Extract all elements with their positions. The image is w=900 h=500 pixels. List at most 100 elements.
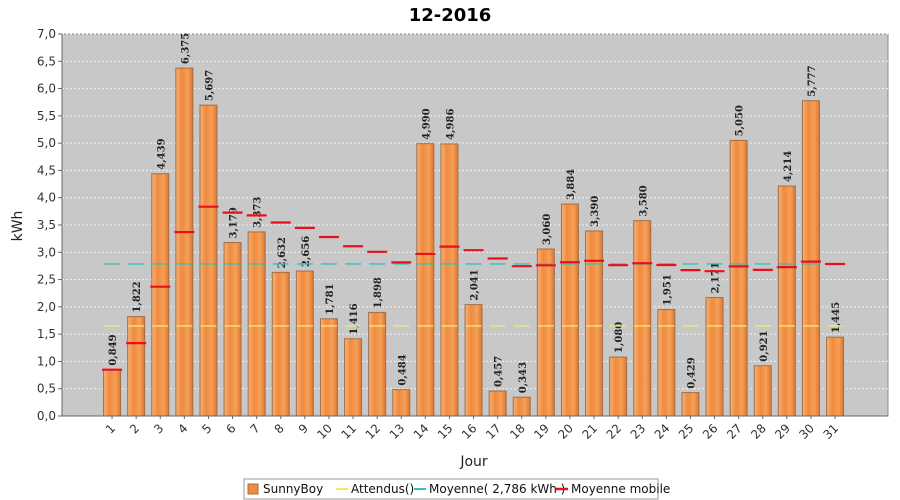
- bar-value-label: 0,429: [686, 357, 697, 388]
- legend-swatch: [247, 483, 259, 495]
- bar: [127, 316, 146, 417]
- lines: [102, 205, 846, 371]
- bar-value-label: 3,060: [542, 214, 553, 245]
- x-tick-label: 9: [296, 421, 311, 436]
- y-tick-label: 4,0: [37, 191, 56, 205]
- bar-value-label: 3,390: [590, 196, 601, 227]
- bar: [440, 143, 459, 417]
- bar-value-label: 1,445: [831, 302, 842, 333]
- bar: [416, 143, 435, 417]
- x-tick-label: 13: [387, 421, 408, 442]
- x-tick-label: 20: [555, 421, 576, 442]
- bar-value-label: 1,416: [349, 303, 360, 334]
- bar-value-label: 4,990: [421, 108, 432, 139]
- x-tick-label: 22: [604, 421, 625, 442]
- legend-label: Attendus(): [351, 482, 414, 496]
- y-tick-label: 3,5: [37, 218, 56, 232]
- x-tick-label: 10: [314, 421, 335, 442]
- x-tick-label: 2: [127, 421, 142, 436]
- x-tick-label: 31: [820, 421, 841, 442]
- chart-title: 12-2016: [409, 5, 492, 26]
- y-tick-label: 1,5: [37, 327, 56, 341]
- x-tick-label: 12: [363, 421, 384, 442]
- bar: [223, 242, 242, 417]
- legend-label: Moyenne( 2,786 kWh ): [429, 482, 565, 496]
- y-tick-label: 5,5: [37, 109, 56, 123]
- bar: [777, 185, 796, 417]
- bar: [536, 248, 555, 417]
- bar-value-label: 6,375: [180, 33, 191, 64]
- bar-value-label: 5,777: [807, 65, 818, 96]
- x-tick-label: 4: [175, 421, 190, 436]
- x-tick-label: 11: [338, 421, 359, 442]
- bar-value-label: 2,171: [711, 262, 722, 293]
- bar: [633, 220, 652, 417]
- bar-value-label: 0,849: [108, 334, 119, 365]
- bar: [319, 318, 338, 417]
- bar-value-label: 4,214: [783, 151, 794, 182]
- bar-value-label: 4,986: [445, 109, 456, 140]
- bar-value-label: 4,439: [156, 138, 167, 169]
- bar-value-label: 1,898: [373, 277, 384, 308]
- bar: [103, 369, 122, 417]
- x-tick-label: 26: [700, 421, 721, 442]
- y-tick-label: 6,5: [37, 54, 56, 68]
- bar: [344, 338, 363, 417]
- y-axis-label: kWh: [10, 211, 26, 242]
- bar-value-label: 5,697: [204, 70, 215, 101]
- x-tick-label: 18: [507, 421, 528, 442]
- y-tick-label: 1,0: [37, 354, 56, 368]
- bar: [295, 270, 314, 417]
- bar-value-label: 1,951: [662, 274, 673, 305]
- y-tick-label: 6,0: [37, 82, 56, 96]
- bar-value-label: 0,457: [494, 356, 505, 387]
- bar: [560, 203, 579, 417]
- x-axis-label: Jour: [459, 454, 488, 470]
- bar: [801, 100, 820, 417]
- x-tick-label: 30: [796, 421, 817, 442]
- x-tick-label: 7: [247, 421, 262, 436]
- x-tick-label: 23: [628, 421, 649, 442]
- y-tick-label: 3,0: [37, 245, 56, 259]
- bar-value-label: 1,822: [132, 281, 143, 312]
- bar-value-label: 2,632: [277, 237, 288, 268]
- bar-value-label: 3,373: [253, 197, 264, 228]
- y-tick-label: 4,5: [37, 163, 56, 177]
- bar-value-label: 3,884: [566, 169, 577, 200]
- x-tick-label: 29: [772, 421, 793, 442]
- bar-value-label: 0,921: [759, 330, 770, 361]
- bar: [271, 271, 290, 417]
- x-tick-label: 16: [459, 421, 480, 442]
- x-tick-label: 28: [748, 421, 769, 442]
- x-tick-label: 25: [676, 421, 697, 442]
- y-tick-label: 5,0: [37, 136, 56, 150]
- bar: [585, 230, 604, 417]
- bar: [151, 173, 170, 417]
- x-tick-label: 15: [435, 421, 456, 442]
- x-tick-label: 8: [272, 421, 287, 436]
- x-tick-label: 17: [483, 421, 504, 442]
- bar-value-label: 2,656: [301, 236, 312, 267]
- bar-value-label: 0,484: [397, 354, 408, 385]
- legend-label: Moyenne mobile: [571, 482, 670, 496]
- x-tick-label: 14: [411, 421, 432, 442]
- x-tick-label: 1: [103, 421, 118, 436]
- bar-value-label: 1,781: [325, 283, 336, 314]
- y-tick-label: 2,5: [37, 273, 56, 287]
- x-tick-label: 6: [223, 421, 238, 436]
- bar-value-label: 3,179: [229, 207, 240, 238]
- legend-label: SunnyBoy: [263, 482, 323, 496]
- bar: [199, 104, 218, 417]
- x-tick-label: 27: [724, 421, 745, 442]
- bar: [729, 139, 748, 417]
- x-tick-label: 19: [531, 421, 552, 442]
- x-tick-label: 24: [652, 421, 673, 442]
- bar: [753, 365, 772, 417]
- x-tick-label: 3: [151, 421, 166, 436]
- bar: [247, 231, 266, 417]
- bar: [512, 396, 531, 417]
- bar: [175, 67, 194, 417]
- bar: [705, 297, 724, 417]
- bar: [681, 392, 700, 417]
